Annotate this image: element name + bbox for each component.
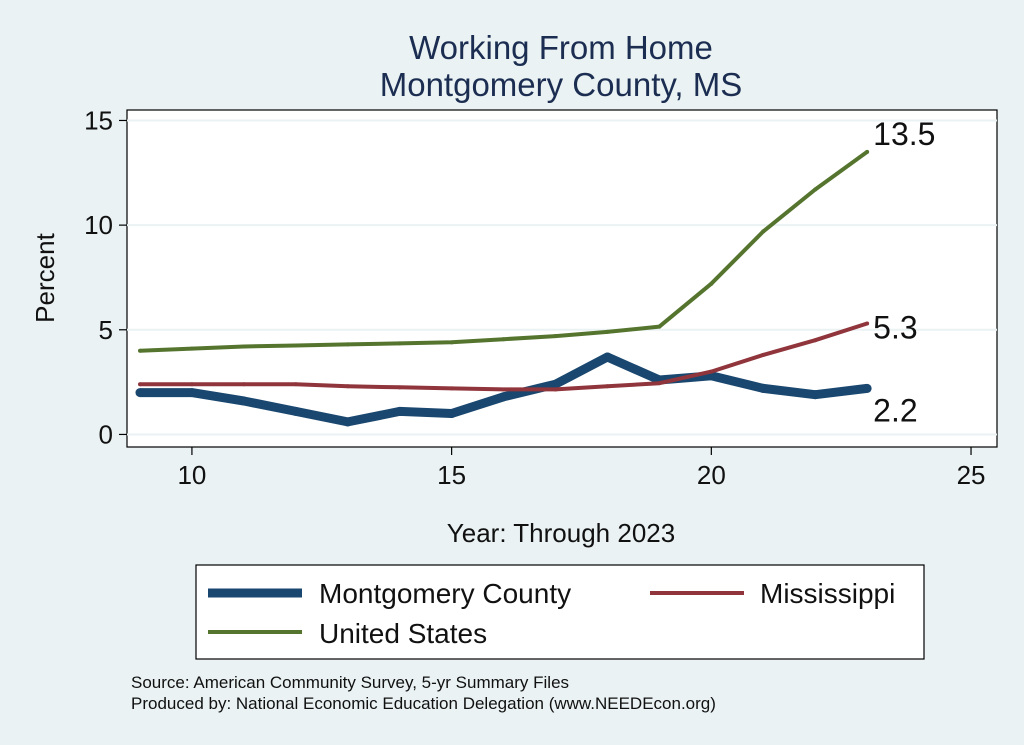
data-point-united-states <box>605 329 610 334</box>
data-point-mississippi <box>397 385 402 390</box>
data-point-mississippi <box>501 387 506 392</box>
data-point-united-states <box>189 346 194 351</box>
data-point-montgomery-county <box>758 383 768 393</box>
y-tick-label: 5 <box>99 315 113 345</box>
data-point-montgomery-county <box>239 396 249 406</box>
series-lines <box>135 149 872 427</box>
data-point-montgomery-county <box>810 390 820 400</box>
source-note: Source: American Community Survey, 5-yr … <box>131 673 716 713</box>
data-point-united-states <box>137 348 142 353</box>
legend: Montgomery County Mississippi United Sta… <box>195 564 925 660</box>
data-point-mississippi <box>605 384 610 389</box>
legend-label-montgomery-county: Montgomery County <box>319 578 571 609</box>
data-point-united-states <box>449 340 454 345</box>
data-point-mississippi <box>865 321 870 326</box>
chart-title-line-2: Montgomery County, MS <box>380 66 743 103</box>
y-tick-label: 15 <box>84 105 113 135</box>
end-label-united-states: 13.5 <box>873 116 935 152</box>
data-point-montgomery-county <box>343 417 353 427</box>
data-point-montgomery-county <box>187 388 197 398</box>
data-point-montgomery-county <box>862 383 872 393</box>
data-point-montgomery-county <box>135 388 145 398</box>
data-point-montgomery-county <box>602 352 612 362</box>
data-point-united-states <box>241 344 246 349</box>
data-point-united-states <box>501 337 506 342</box>
end-labels: 2.2 5.3 13.5 <box>873 116 935 429</box>
data-point-montgomery-county <box>291 406 301 416</box>
legend-label-mississippi: Mississippi <box>760 578 895 609</box>
data-point-mississippi <box>137 382 142 387</box>
data-point-united-states <box>553 334 558 339</box>
data-point-mississippi <box>553 387 558 392</box>
chart-title-line-1: Working From Home <box>409 29 713 66</box>
plot-area <box>126 109 998 448</box>
data-point-mississippi <box>189 382 194 387</box>
data-point-mississippi <box>657 381 662 386</box>
x-tick-label: 25 <box>957 460 986 490</box>
data-point-mississippi <box>345 384 350 389</box>
data-point-united-states <box>345 342 350 347</box>
data-point-montgomery-county <box>447 409 457 419</box>
end-label-mississippi: 5.3 <box>873 310 917 346</box>
chart-title: Working From Home Montgomery County, MS <box>380 29 743 103</box>
source-line: Source: American Community Survey, 5-yr … <box>131 673 569 692</box>
data-point-mississippi <box>813 338 818 343</box>
legend-label-united-states: United States <box>319 618 487 649</box>
x-axis-label: Year: Through 2023 <box>447 518 675 548</box>
data-point-mississippi <box>241 382 246 387</box>
data-point-united-states <box>657 324 662 329</box>
data-point-mississippi <box>709 369 714 374</box>
produced-by-line: Produced by: National Economic Education… <box>131 694 716 713</box>
axes: 0 5 10 15 10 15 20 25 <box>84 105 985 490</box>
y-tick-label: 10 <box>84 210 113 240</box>
data-point-mississippi <box>293 382 298 387</box>
data-point-mississippi <box>449 386 454 391</box>
data-point-mississippi <box>761 352 766 357</box>
data-point-united-states <box>761 229 766 234</box>
data-point-united-states <box>293 343 298 348</box>
x-tick-label: 15 <box>437 460 466 490</box>
data-point-united-states <box>709 281 714 286</box>
data-point-united-states <box>397 341 402 346</box>
data-point-united-states <box>865 149 870 154</box>
legend-box <box>195 564 925 660</box>
x-tick-label: 20 <box>697 460 726 490</box>
data-point-montgomery-county <box>395 406 405 416</box>
data-point-united-states <box>813 187 818 192</box>
data-point-montgomery-county <box>551 379 561 389</box>
data-point-montgomery-county <box>499 392 509 402</box>
y-axis-label: Percent <box>30 232 60 322</box>
end-label-montgomery-county: 2.2 <box>873 392 917 428</box>
y-tick-label: 0 <box>99 419 113 449</box>
x-tick-label: 10 <box>177 460 206 490</box>
